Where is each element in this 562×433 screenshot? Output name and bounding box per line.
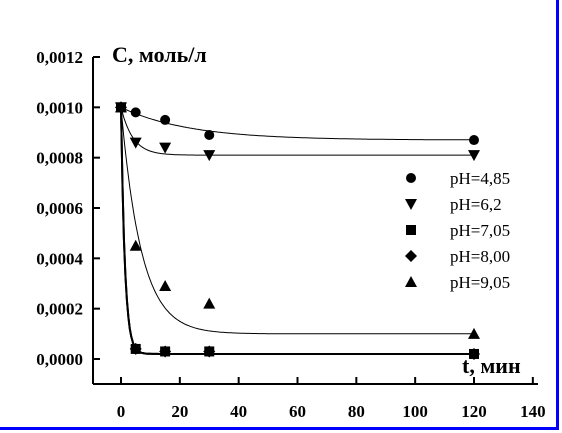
y-tick-label: 0,0010 xyxy=(36,98,83,117)
data-point-diamond xyxy=(129,342,142,355)
data-point-circle xyxy=(130,107,141,118)
x-tick-label: 20 xyxy=(171,402,188,421)
data-point-triangle-up xyxy=(468,327,480,339)
legend-label: pH=4,85 xyxy=(450,169,510,188)
legend-label: pH=7,05 xyxy=(450,221,510,240)
data-point-diamond xyxy=(468,347,480,360)
y-tick-label: 0,0006 xyxy=(36,199,83,218)
data-point-triangle-up xyxy=(405,276,417,287)
fit-curves xyxy=(120,106,474,355)
y-tick-label: 0,0002 xyxy=(36,300,83,319)
y-axis-label: C, моль/л xyxy=(112,42,207,67)
data-point-triangle-down xyxy=(203,150,216,162)
axes: 0,0000 0,0002 0,0004 0,0006 0,0008 0,0010 0,00… xyxy=(36,48,545,421)
legend-label: pH=6,2 xyxy=(450,195,502,214)
data-points xyxy=(115,101,480,360)
legend-label: pH=8,00 xyxy=(450,247,510,266)
data-point-square xyxy=(406,225,416,235)
y-tick-label: 0,0004 xyxy=(36,249,83,268)
x-tick-label: 80 xyxy=(348,402,365,421)
data-point-triangle-up xyxy=(115,101,127,113)
legend: pH=4,85 pH=6,2 pH=7,05 pH=8,00 pH=9,05 xyxy=(405,169,510,292)
x-tick-label: 60 xyxy=(289,402,306,421)
data-point-circle xyxy=(406,173,416,183)
data-point-triangle-up xyxy=(203,297,216,309)
data-point-triangle-down xyxy=(405,199,417,210)
data-point-diamond xyxy=(405,250,417,262)
data-point-diamond xyxy=(203,345,216,358)
data-point-triangle-down xyxy=(468,150,480,162)
data-point-triangle-up xyxy=(159,280,172,292)
data-point-triangle-down xyxy=(129,137,142,149)
x-tick-label: 100 xyxy=(402,402,428,421)
data-point-diamond xyxy=(159,345,172,358)
fit-curve xyxy=(120,107,474,156)
data-point-circle xyxy=(160,114,171,125)
x-tick-label: 120 xyxy=(461,402,487,421)
data-point-circle xyxy=(469,135,479,146)
x-tick-label: 0 xyxy=(117,402,126,421)
data-point-circle xyxy=(204,130,215,141)
data-point-triangle-down xyxy=(159,142,172,154)
y-tick-label: 0,0000 xyxy=(36,350,83,369)
x-tick-label: 140 xyxy=(520,402,546,421)
fit-curve xyxy=(120,107,474,355)
fit-curve xyxy=(120,106,474,141)
data-point-triangle-up xyxy=(129,239,142,251)
x-axis-label: t, мин xyxy=(462,353,521,378)
y-tick-label: 0,0012 xyxy=(36,48,83,67)
fit-curve xyxy=(120,107,474,335)
legend-label: pH=9,05 xyxy=(450,273,510,292)
x-tick-label: 40 xyxy=(230,402,247,421)
y-tick-label: 0,0008 xyxy=(36,149,83,168)
